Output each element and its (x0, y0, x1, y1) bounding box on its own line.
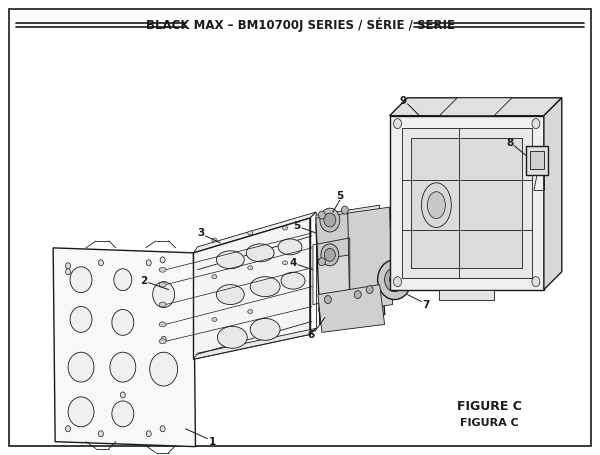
Ellipse shape (161, 336, 166, 342)
Ellipse shape (217, 326, 247, 348)
Ellipse shape (278, 239, 302, 255)
Ellipse shape (159, 322, 166, 327)
Polygon shape (316, 213, 350, 260)
Polygon shape (53, 248, 196, 447)
Ellipse shape (354, 291, 361, 298)
Text: BLACK MAX – BM10700J SERIES / SÉRIE / SERIE: BLACK MAX – BM10700J SERIES / SÉRIE / SE… (146, 18, 455, 32)
Text: 5: 5 (336, 191, 343, 201)
Ellipse shape (389, 274, 400, 286)
Polygon shape (389, 98, 562, 116)
Text: FIGURE C: FIGURE C (457, 400, 521, 414)
Text: 4: 4 (289, 258, 297, 268)
Ellipse shape (152, 282, 175, 308)
Polygon shape (193, 329, 316, 359)
Polygon shape (401, 127, 532, 278)
Ellipse shape (341, 206, 348, 214)
Ellipse shape (341, 310, 348, 318)
Ellipse shape (321, 244, 339, 266)
Ellipse shape (70, 307, 92, 332)
Text: 5: 5 (293, 221, 301, 231)
Ellipse shape (324, 213, 336, 227)
Ellipse shape (325, 296, 331, 303)
Ellipse shape (121, 392, 125, 398)
Polygon shape (348, 207, 392, 312)
Polygon shape (316, 205, 380, 225)
Text: 8: 8 (506, 137, 514, 147)
Polygon shape (389, 116, 544, 290)
Ellipse shape (250, 318, 280, 340)
Ellipse shape (110, 352, 136, 382)
Ellipse shape (250, 277, 280, 297)
Text: 9: 9 (400, 96, 407, 106)
Ellipse shape (377, 260, 412, 299)
Ellipse shape (112, 401, 134, 427)
Ellipse shape (160, 257, 165, 263)
Polygon shape (439, 290, 494, 299)
Polygon shape (193, 218, 310, 359)
Ellipse shape (532, 119, 540, 129)
Ellipse shape (68, 397, 94, 427)
Polygon shape (318, 285, 385, 332)
Ellipse shape (246, 244, 274, 262)
Ellipse shape (65, 426, 71, 432)
Ellipse shape (283, 261, 287, 265)
Ellipse shape (159, 339, 166, 344)
Ellipse shape (394, 119, 401, 129)
Ellipse shape (283, 226, 287, 230)
Ellipse shape (427, 192, 445, 218)
Ellipse shape (146, 260, 151, 266)
Ellipse shape (212, 238, 217, 242)
Ellipse shape (159, 302, 166, 307)
Text: 7: 7 (423, 299, 430, 309)
Ellipse shape (70, 267, 92, 293)
Text: FIGURA C: FIGURA C (460, 418, 518, 428)
Text: 2: 2 (140, 276, 148, 286)
Ellipse shape (248, 266, 253, 270)
Polygon shape (544, 98, 562, 290)
Ellipse shape (217, 285, 244, 304)
Ellipse shape (114, 269, 132, 291)
Ellipse shape (319, 258, 325, 266)
Ellipse shape (421, 183, 451, 228)
Ellipse shape (320, 208, 340, 232)
Ellipse shape (248, 309, 253, 313)
Ellipse shape (160, 426, 165, 432)
Ellipse shape (217, 251, 244, 269)
Ellipse shape (159, 282, 166, 287)
Ellipse shape (212, 275, 217, 278)
Text: 6: 6 (307, 330, 314, 340)
Ellipse shape (68, 352, 94, 382)
Ellipse shape (248, 231, 253, 235)
Text: 3: 3 (197, 228, 204, 238)
Polygon shape (526, 146, 548, 175)
Bar (530, 152, 544, 169)
Ellipse shape (98, 260, 103, 266)
Ellipse shape (319, 211, 325, 219)
Ellipse shape (212, 318, 217, 321)
Ellipse shape (394, 277, 401, 287)
Ellipse shape (112, 309, 134, 335)
Ellipse shape (146, 431, 151, 437)
Polygon shape (316, 215, 385, 324)
Ellipse shape (325, 248, 335, 261)
Ellipse shape (159, 267, 166, 272)
Ellipse shape (65, 263, 71, 269)
Polygon shape (193, 212, 316, 253)
Ellipse shape (65, 269, 71, 275)
Ellipse shape (98, 431, 103, 437)
Ellipse shape (366, 286, 373, 293)
Ellipse shape (281, 272, 305, 289)
Ellipse shape (532, 277, 540, 287)
Ellipse shape (385, 268, 404, 292)
Ellipse shape (149, 352, 178, 386)
Ellipse shape (319, 305, 325, 313)
Polygon shape (412, 137, 522, 268)
Polygon shape (439, 98, 512, 116)
Text: 1: 1 (209, 437, 216, 447)
